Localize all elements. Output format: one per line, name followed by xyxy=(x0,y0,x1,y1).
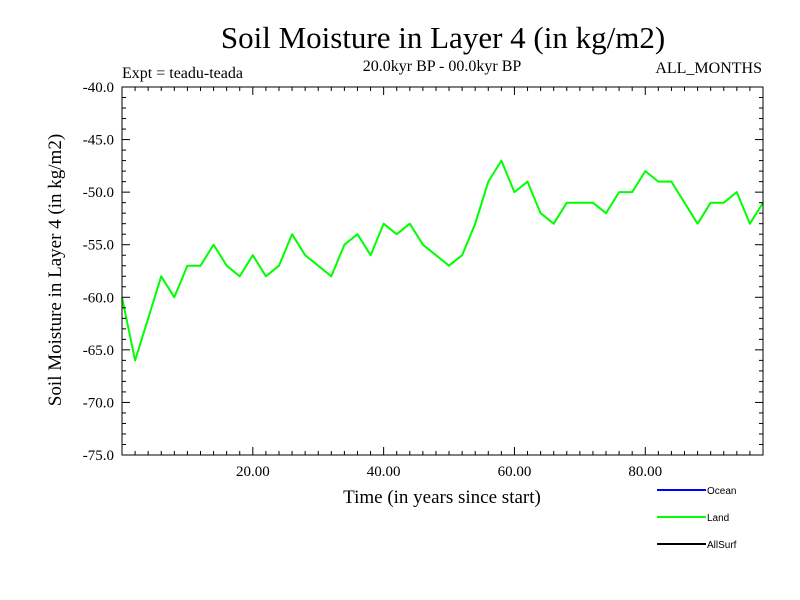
x-tick-label: 20.00 xyxy=(236,464,270,480)
months-label: ALL_MONTHS xyxy=(655,60,762,77)
y-tick-label: -60.0 xyxy=(83,290,114,306)
y-tick-label: -75.0 xyxy=(83,448,114,464)
y-tick-label: -45.0 xyxy=(83,133,114,149)
time-range-label: 20.0kyr BP - 00.0kyr BP xyxy=(363,58,522,75)
y-tick-label: -40.0 xyxy=(83,80,114,96)
legend: Ocean Land AllSurf xyxy=(657,486,737,551)
series-line-land xyxy=(121,159,764,362)
legend-label-ocean: Ocean xyxy=(707,486,736,497)
plot-frame xyxy=(121,86,764,456)
y-axis-label: Soil Moisture in Layer 4 (in kg/m2) xyxy=(45,134,66,406)
x-tick-label: 80.00 xyxy=(628,464,662,480)
chart-title: Soil Moisture in Layer 4 (in kg/m2) xyxy=(221,20,665,55)
legend-label-land: Land xyxy=(707,513,729,524)
y-tick-label: -70.0 xyxy=(83,395,114,411)
legend-label-allsurf: AllSurf xyxy=(707,540,737,551)
y-tick-label: -50.0 xyxy=(83,185,114,201)
y-tick-label: -55.0 xyxy=(83,238,114,254)
x-tick-label: 60.00 xyxy=(498,464,532,480)
axis-ticks: 20.00 40.00 60.00 80.00 -40.0 -45.0 -50.0 -55.0… xyxy=(83,80,764,480)
x-axis-label: Time (in years since start) xyxy=(343,487,541,508)
y-tick-label: -65.0 xyxy=(83,343,114,359)
x-tick-label: 40.00 xyxy=(367,464,401,480)
experiment-label: Expt = teadu-teada xyxy=(122,65,243,82)
